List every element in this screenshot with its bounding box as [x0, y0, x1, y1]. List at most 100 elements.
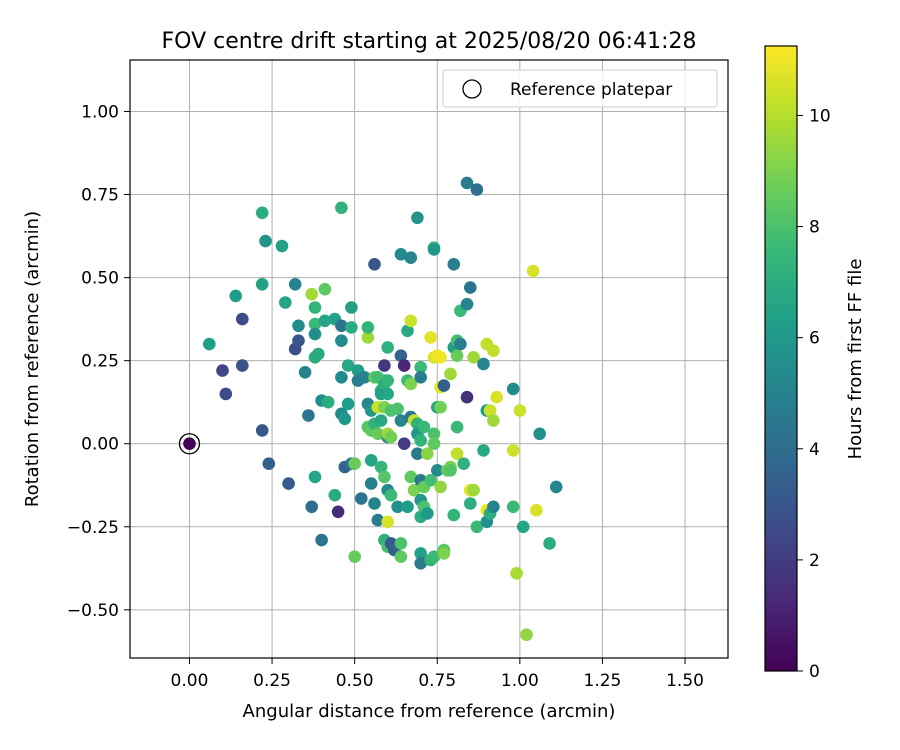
data-point	[467, 483, 480, 497]
legend: Reference platepar	[442, 69, 718, 108]
data-point	[288, 278, 302, 291]
data-point	[487, 344, 500, 358]
data-point	[394, 537, 408, 550]
data-point	[543, 537, 556, 550]
data-point	[450, 349, 464, 363]
data-point	[335, 319, 348, 333]
data-point	[259, 234, 272, 248]
data-point	[361, 321, 375, 334]
data-point	[457, 457, 471, 471]
data-point	[397, 359, 411, 372]
colorbar: 0 2 4 6 8 10 Hours from first FF file	[764, 45, 866, 682]
data-point	[391, 500, 404, 514]
data-point	[328, 488, 342, 502]
data-point	[424, 331, 438, 344]
x-tick-label: 1.50	[666, 671, 704, 691]
data-point	[361, 331, 375, 344]
data-point	[424, 474, 438, 487]
data-point	[236, 359, 249, 372]
data-point	[368, 497, 381, 510]
data-point	[477, 357, 490, 371]
data-point	[262, 457, 276, 471]
data-point	[394, 414, 408, 427]
y-axis-ticks: −0.50 −0.25 0.00 0.25 0.50 0.75 1.00	[67, 102, 130, 621]
data-point	[533, 427, 546, 441]
data-point	[467, 351, 480, 364]
data-point	[308, 470, 322, 484]
data-point	[404, 314, 418, 328]
data-point	[394, 349, 408, 363]
data-point	[374, 414, 388, 427]
data-point	[427, 437, 441, 451]
data-point	[447, 508, 461, 522]
data-point	[414, 361, 428, 374]
data-point	[414, 547, 428, 560]
data-point	[477, 444, 490, 457]
data-point	[444, 367, 457, 381]
chart-title: FOV centre drift starting at 2025/08/20 …	[162, 29, 697, 54]
data-point	[255, 424, 269, 437]
data-point	[414, 371, 428, 384]
data-point	[318, 282, 332, 296]
x-tick-label: 1.00	[501, 671, 539, 691]
data-point	[404, 470, 418, 484]
data-point	[427, 243, 441, 256]
data-point	[427, 550, 441, 563]
data-point	[549, 480, 563, 494]
data-point	[401, 324, 414, 338]
data-point	[308, 301, 322, 314]
data-point	[305, 500, 319, 514]
data-point	[411, 447, 424, 461]
data-point	[394, 248, 408, 261]
data-point	[434, 400, 447, 414]
data-point	[358, 371, 371, 384]
data-point	[368, 258, 381, 271]
legend-label: Reference platepar	[510, 80, 672, 100]
data-point	[526, 264, 540, 278]
data-point	[414, 434, 428, 447]
plot-frame	[129, 59, 729, 659]
data-point	[401, 500, 414, 514]
data-point	[450, 447, 464, 461]
x-axis-ticks: 0.00 0.25 0.50 0.75 1.00 1.25 1.50	[171, 658, 704, 691]
data-point	[345, 301, 358, 314]
data-point	[315, 533, 328, 547]
data-point	[421, 447, 434, 461]
data-point	[335, 334, 348, 348]
data-point	[431, 464, 444, 477]
data-point	[381, 387, 395, 401]
data-point	[391, 402, 404, 416]
data-point	[417, 420, 431, 434]
data-point	[460, 297, 474, 311]
data-point	[487, 500, 500, 514]
data-point	[292, 319, 305, 333]
data-point	[513, 404, 527, 417]
data-point	[321, 395, 335, 409]
data-point	[371, 513, 385, 527]
data-point	[341, 397, 355, 411]
data-point	[384, 430, 398, 444]
data-point	[490, 390, 504, 404]
data-point	[236, 312, 249, 326]
data-point	[434, 480, 447, 494]
data-point	[335, 201, 348, 215]
colorbar-tick-label: 0	[809, 662, 820, 682]
data-point	[318, 314, 332, 328]
colorbar-tick-label: 8	[809, 218, 820, 238]
data-point	[345, 321, 358, 334]
data-point	[338, 412, 352, 426]
data-point	[454, 337, 467, 351]
data-point	[460, 176, 474, 190]
x-tick-label: 0.25	[253, 671, 291, 691]
legend-marker-icon	[462, 79, 482, 99]
y-tick-label: 1.00	[81, 102, 119, 122]
data-point	[414, 557, 428, 570]
data-point	[530, 503, 543, 517]
data-point	[348, 457, 362, 471]
data-point	[275, 239, 289, 253]
data-point	[516, 520, 530, 534]
data-point	[447, 258, 461, 271]
data-point	[394, 550, 408, 563]
colorbar-label: Hours from first FF file	[845, 259, 866, 460]
data-point	[506, 382, 520, 396]
